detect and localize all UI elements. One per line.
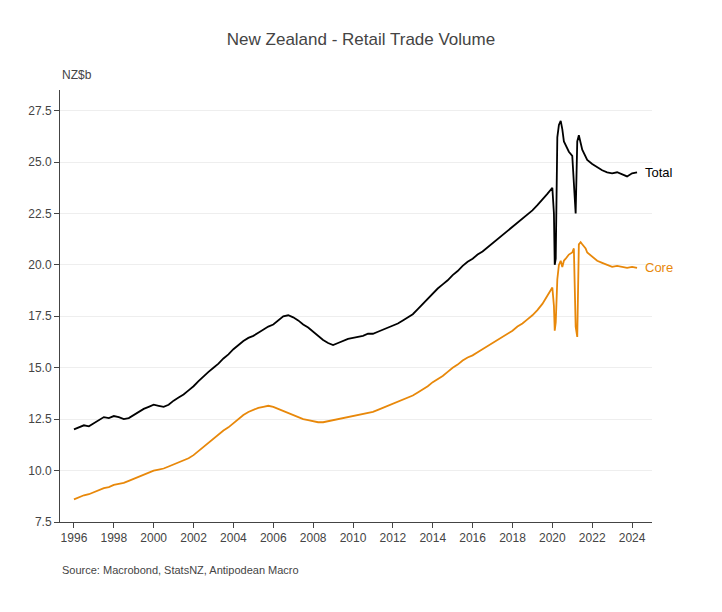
- svg-text:2016: 2016: [459, 531, 486, 545]
- svg-text:2002: 2002: [180, 531, 207, 545]
- svg-text:New Zealand - Retail Trade Vol: New Zealand - Retail Trade Volume: [227, 30, 495, 49]
- svg-text:Total: Total: [645, 165, 673, 180]
- svg-text:2014: 2014: [419, 531, 446, 545]
- svg-text:NZ$b: NZ$b: [62, 68, 92, 82]
- svg-text:2024: 2024: [619, 531, 646, 545]
- svg-text:1998: 1998: [100, 531, 127, 545]
- svg-text:25.0: 25.0: [28, 155, 52, 169]
- svg-text:2010: 2010: [340, 531, 367, 545]
- svg-text:10.0: 10.0: [28, 464, 52, 478]
- svg-text:2006: 2006: [260, 531, 287, 545]
- svg-text:2008: 2008: [300, 531, 327, 545]
- svg-text:2018: 2018: [499, 531, 526, 545]
- svg-text:2022: 2022: [579, 531, 606, 545]
- svg-text:Core: Core: [645, 260, 673, 275]
- svg-text:20.0: 20.0: [28, 258, 52, 272]
- svg-text:15.0: 15.0: [28, 361, 52, 375]
- svg-text:1996: 1996: [61, 531, 88, 545]
- svg-text:2000: 2000: [140, 531, 167, 545]
- svg-text:2020: 2020: [539, 531, 566, 545]
- svg-text:27.5: 27.5: [28, 104, 52, 118]
- svg-text:Source: Macrobond, StatsNZ, An: Source: Macrobond, StatsNZ, Antipodean M…: [62, 564, 299, 576]
- svg-text:7.5: 7.5: [35, 515, 52, 529]
- svg-text:2004: 2004: [220, 531, 247, 545]
- svg-text:17.5: 17.5: [28, 309, 52, 323]
- svg-text:12.5: 12.5: [28, 412, 52, 426]
- svg-text:2012: 2012: [380, 531, 407, 545]
- svg-text:22.5: 22.5: [28, 207, 52, 221]
